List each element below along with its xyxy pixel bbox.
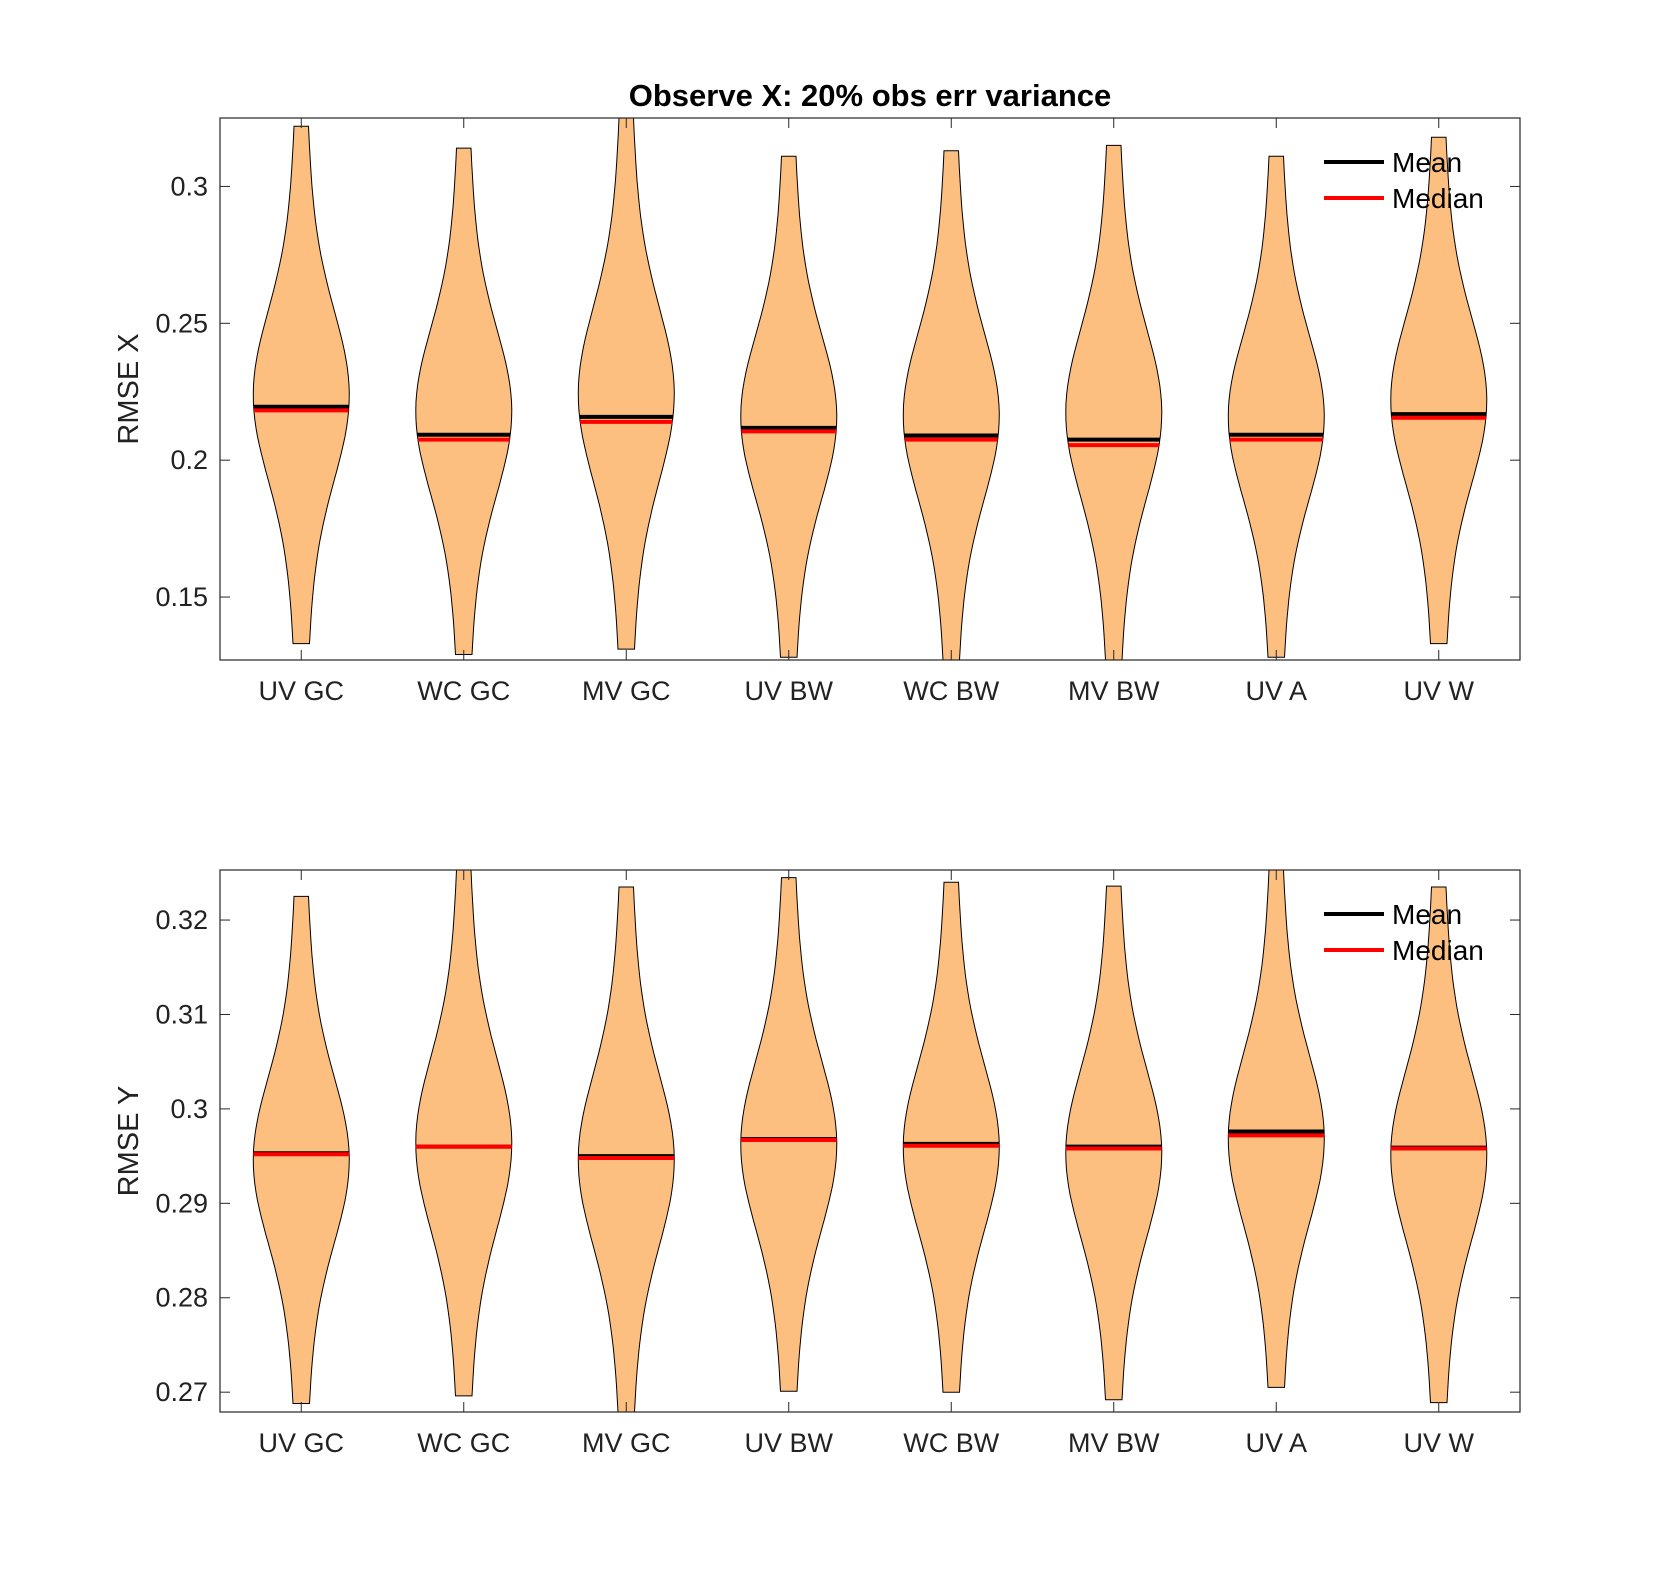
y-axis-label: RMSE Y (113, 1086, 145, 1197)
y-tick-label: 0.29 (155, 1188, 208, 1218)
x-tick-label: UV GC (258, 1428, 344, 1458)
legend-label-mean: Mean (1392, 147, 1462, 178)
y-tick-label: 0.2 (170, 445, 208, 475)
violin-uv-bw (740, 877, 838, 1392)
violin-mv-gc (577, 886, 675, 1413)
legend-label-median: Median (1392, 935, 1484, 966)
violin-body (740, 877, 838, 1392)
violin-body (415, 147, 513, 655)
y-tick-label: 0.31 (155, 999, 208, 1029)
violin-wc-gc (415, 869, 513, 1397)
x-tick-label: UV BW (744, 1428, 833, 1458)
chart-title: Observe X: 20% obs err variance (629, 78, 1111, 113)
x-tick-label: UV W (1404, 676, 1475, 706)
violin-body (577, 117, 675, 650)
violin-wc-bw (902, 881, 1000, 1393)
chart-panel-2: 0.27 0.28 0.29 0.3 0.31 0.32 UV GC WC GC MV GC UV… (113, 869, 1521, 1458)
y-tick-label: 0.3 (170, 171, 208, 201)
y-tick-label: 0.28 (155, 1283, 208, 1313)
x-tick-label: WC BW (903, 676, 999, 706)
violin-wc-gc (415, 147, 513, 655)
legend: Mean Median (1324, 899, 1484, 966)
y-tick-label: 0.25 (155, 308, 208, 338)
violin-body (1227, 155, 1325, 658)
x-tick-label: UV BW (744, 676, 833, 706)
y-tick-label: 0.27 (155, 1377, 208, 1407)
y-tick-label: 0.3 (170, 1094, 208, 1124)
violin-uv-gc (252, 895, 350, 1404)
axes-frame (219, 117, 1521, 661)
violin-uv-bw (740, 155, 838, 658)
violin-mv-bw (1065, 885, 1163, 1401)
legend-label-median: Median (1392, 183, 1484, 214)
x-tick-label: MV GC (582, 676, 671, 706)
violin-wc-bw (902, 150, 1000, 661)
violin-body (1390, 886, 1488, 1404)
violin-body (740, 155, 838, 658)
x-tick-label: UV GC (258, 676, 344, 706)
violin-body (1390, 136, 1488, 645)
x-tick-label: MV GC (582, 1428, 671, 1458)
violin-body (1065, 144, 1163, 661)
violin-uv-w (1390, 136, 1488, 645)
legend: Mean Median (1324, 147, 1484, 214)
y-tick-label: 0.32 (155, 905, 208, 935)
violin-mv-bw (1065, 144, 1163, 661)
axes-frame (219, 869, 1521, 1413)
violin-uv-gc (252, 125, 350, 645)
y-tick-label: 0.15 (155, 582, 208, 612)
legend-label-mean: Mean (1392, 899, 1462, 930)
chart-panel-1: 0.15 0.2 0.25 0.3 UV GC WC GC MV GC UV BW WC BW M… (113, 78, 1521, 706)
x-tick-label: UV A (1245, 1428, 1307, 1458)
violin-body (415, 869, 513, 1397)
x-tick-label: WC BW (903, 1428, 999, 1458)
violin-body (252, 125, 350, 645)
x-tick-label: MV BW (1068, 1428, 1160, 1458)
violin-body (902, 881, 1000, 1393)
x-tick-label: UV A (1245, 676, 1307, 706)
violin-uv-a (1227, 155, 1325, 658)
x-tick-label: MV BW (1068, 676, 1160, 706)
violin-uv-w (1390, 886, 1488, 1404)
x-tick-label: WC GC (417, 676, 510, 706)
violin-uv-a (1227, 869, 1325, 1388)
violin-body (1065, 885, 1163, 1401)
x-tick-label: UV W (1404, 1428, 1475, 1458)
violin-body (252, 895, 350, 1404)
x-tick-label: WC GC (417, 1428, 510, 1458)
violin-body (1227, 869, 1325, 1388)
violin-mv-gc (577, 117, 675, 650)
violin-body (902, 150, 1000, 661)
violin-body (577, 886, 675, 1413)
y-axis-label: RMSE X (113, 333, 145, 444)
